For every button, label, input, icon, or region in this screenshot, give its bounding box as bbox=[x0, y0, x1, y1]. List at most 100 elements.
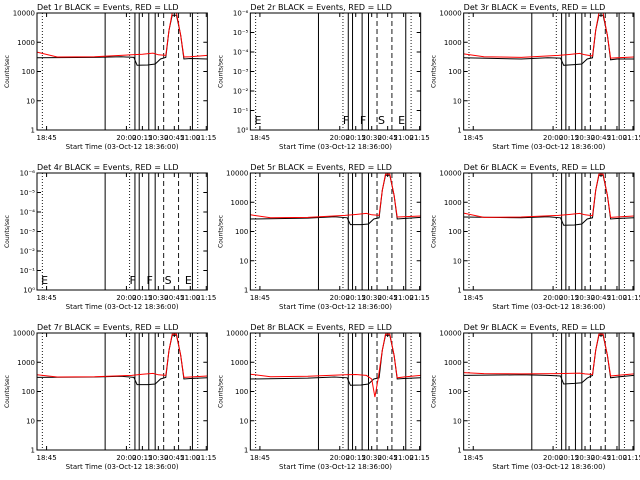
x-tick-label: 20:00 bbox=[116, 454, 136, 462]
panel-title: Det 4r BLACK = Events, RED = LLD bbox=[37, 163, 179, 172]
y-tick-label: 10 bbox=[239, 417, 248, 425]
y-tick-label: 10000 bbox=[226, 170, 248, 178]
x-tick-label: 18:45 bbox=[250, 134, 270, 142]
y-tick-label: 10000 bbox=[439, 330, 461, 338]
detector-panel-1: Det 1r BLACK = Events, RED = LLD 1 10 100 10… bbox=[4, 3, 216, 151]
x-tick-label: 20:45 bbox=[378, 454, 398, 462]
x-tick-label: 18:45 bbox=[250, 294, 270, 302]
x-tick-label: 20:45 bbox=[378, 294, 398, 302]
x-tick-label: 20:30 bbox=[575, 294, 595, 302]
x-tick-label: 20:30 bbox=[362, 294, 382, 302]
plot-frame bbox=[36, 172, 208, 291]
y-tick-label: 10⁰ bbox=[23, 287, 35, 295]
y-tick-label: 1 bbox=[457, 127, 461, 135]
x-tick-label: 21:15 bbox=[196, 294, 216, 302]
x-tick-label: 21:00 bbox=[607, 134, 627, 142]
detector-panel-5: Det 5r BLACK = Events, RED = LLD 1 10 100 10… bbox=[217, 163, 429, 311]
x-tick-label: 21:00 bbox=[607, 294, 627, 302]
x-axis-label: Start Time (03-Oct-12 18:36:00) bbox=[492, 463, 605, 471]
state-flag-label: F bbox=[360, 114, 366, 127]
plot-frame bbox=[463, 12, 635, 131]
x-tick-label: 20:30 bbox=[148, 294, 168, 302]
x-tick-label: 20:15 bbox=[559, 294, 579, 302]
detector-panel-6: Det 6r BLACK = Events, RED = LLD 1 10 100 10… bbox=[431, 163, 640, 311]
y-tick-label: 10 bbox=[453, 257, 462, 265]
y-axis-label: Counts/sec bbox=[431, 375, 438, 408]
x-tick-label: 20:00 bbox=[116, 294, 136, 302]
y-tick-label: 100 bbox=[22, 68, 35, 76]
x-tick-label: 21:00 bbox=[394, 294, 414, 302]
x-tick-label: 20:45 bbox=[591, 294, 611, 302]
x-tick-label: 20:15 bbox=[346, 294, 366, 302]
x-tick-label: 20:30 bbox=[575, 134, 595, 142]
detector-panel-8: Det 8r BLACK = Events, RED = LLD 1 10 100 10… bbox=[217, 323, 429, 471]
plot-frame bbox=[36, 332, 208, 451]
plot-frame bbox=[249, 12, 422, 131]
panel-title: Det 9r BLACK = Events, RED = LLD bbox=[464, 323, 606, 332]
x-tick-label: 21:15 bbox=[196, 454, 216, 462]
x-tick-label: 20:00 bbox=[116, 134, 136, 142]
plot-frame bbox=[249, 172, 422, 291]
state-flag-label: F bbox=[343, 114, 349, 127]
y-tick-label: 10⁻⁶ bbox=[233, 10, 249, 18]
panel-title: Det 2r BLACK = Events, RED = LLD bbox=[250, 3, 392, 12]
x-tick-label: 20:45 bbox=[591, 454, 611, 462]
lld-series-line bbox=[463, 333, 635, 377]
detector-panel-4: Det 4r BLACK = Events, RED = LLD 10⁰ 10⁻¹ 1… bbox=[4, 163, 216, 311]
x-tick-label: 20:00 bbox=[330, 454, 350, 462]
x-tick-label: 20:15 bbox=[132, 454, 152, 462]
x-axis-label: Start Time (03-Oct-12 18:36:00) bbox=[66, 303, 179, 311]
x-tick-label: 20:15 bbox=[346, 454, 366, 462]
x-tick-label: 21:00 bbox=[180, 454, 200, 462]
y-axis-label: Counts/sec bbox=[217, 375, 224, 408]
y-tick-label: 10000 bbox=[439, 170, 461, 178]
x-axis-label: Start Time (03-Oct-12 18:36:00) bbox=[492, 143, 605, 151]
state-flag-label: E bbox=[185, 274, 192, 287]
x-axis-label: Start Time (03-Oct-12 18:36:00) bbox=[66, 463, 179, 471]
y-tick-label: 10 bbox=[26, 417, 35, 425]
y-tick-label: 10000 bbox=[439, 10, 461, 18]
x-tick-label: 18:45 bbox=[463, 454, 483, 462]
lld-series-line bbox=[250, 333, 421, 398]
lld-series-line bbox=[36, 12, 208, 58]
panel-title: Det 1r BLACK = Events, RED = LLD bbox=[37, 3, 179, 12]
x-axis-label: Start Time (03-Oct-12 18:36:00) bbox=[279, 143, 392, 151]
y-tick-label: 100 bbox=[448, 388, 461, 396]
panel-title: Det 7r BLACK = Events, RED = LLD bbox=[37, 323, 179, 332]
x-tick-label: 21:00 bbox=[180, 294, 200, 302]
y-tick-label: 1000 bbox=[444, 39, 462, 47]
y-tick-label: 1 bbox=[244, 287, 248, 295]
x-axis-label: Start Time (03-Oct-12 18:36:00) bbox=[66, 143, 179, 151]
y-tick-label: 10⁻⁴ bbox=[20, 209, 36, 217]
x-tick-label: 21:00 bbox=[607, 454, 627, 462]
x-tick-label: 20:00 bbox=[543, 454, 563, 462]
x-tick-label: 20:30 bbox=[148, 454, 168, 462]
x-tick-label: 18:45 bbox=[463, 294, 483, 302]
x-tick-label: 20:30 bbox=[575, 454, 595, 462]
x-tick-label: 21:15 bbox=[410, 294, 430, 302]
lld-series-line bbox=[250, 173, 421, 219]
y-tick-label: 10⁻⁴ bbox=[233, 49, 249, 57]
y-tick-label: 10⁻³ bbox=[20, 228, 36, 236]
lld-series-line bbox=[463, 12, 635, 59]
y-axis-label: Counts/sec bbox=[431, 55, 438, 88]
x-axis-label: Start Time (03-Oct-12 18:36:00) bbox=[279, 303, 392, 311]
x-tick-label: 20:45 bbox=[378, 134, 398, 142]
y-tick-label: 10 bbox=[453, 417, 462, 425]
x-tick-label: 18:45 bbox=[36, 294, 56, 302]
state-flag-label: E bbox=[398, 114, 405, 127]
state-flag-label: S bbox=[165, 274, 172, 287]
plot-frame bbox=[36, 12, 208, 131]
x-tick-label: 20:00 bbox=[330, 294, 350, 302]
detector-panel-9: Det 9r BLACK = Events, RED = LLD 1 10 100 10… bbox=[431, 323, 640, 471]
x-tick-label: 20:30 bbox=[148, 134, 168, 142]
y-axis-label: Counts/sec bbox=[217, 55, 224, 88]
y-tick-label: 10 bbox=[26, 97, 35, 105]
x-tick-label: 20:30 bbox=[362, 454, 382, 462]
x-tick-label: 21:15 bbox=[196, 134, 216, 142]
x-axis-label: Start Time (03-Oct-12 18:36:00) bbox=[492, 303, 605, 311]
panel-title: Det 8r BLACK = Events, RED = LLD bbox=[250, 323, 392, 332]
detector-panel-2: Det 2r BLACK = Events, RED = LLD 10⁰ 10⁻¹ 1… bbox=[217, 3, 429, 151]
x-tick-label: 21:15 bbox=[623, 454, 640, 462]
